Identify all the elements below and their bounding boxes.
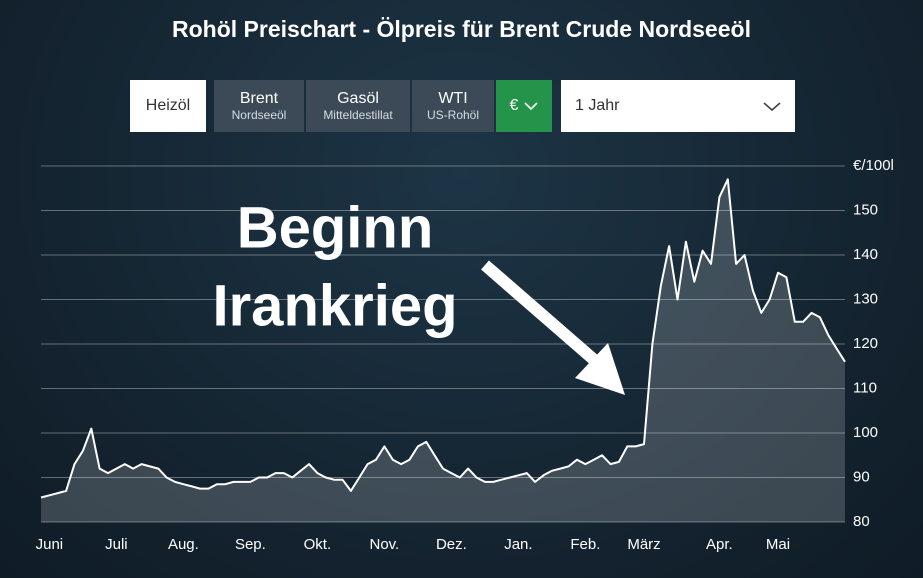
y-tick-label: 110 xyxy=(853,379,877,396)
x-tick-label: Juli xyxy=(105,536,128,553)
x-tick-label: Sep. xyxy=(235,536,266,553)
y-tick-label: 90 xyxy=(853,468,870,485)
x-tick-label: Juni xyxy=(36,536,64,553)
annotation-arrow xyxy=(481,260,625,395)
range-select[interactable]: 1 Jahr xyxy=(561,80,795,132)
area xyxy=(41,179,845,523)
x-tick-label: Nov. xyxy=(370,536,400,553)
line xyxy=(40,178,846,499)
x-tick-label: Dez. xyxy=(436,536,467,553)
tab-label: Heizöl xyxy=(145,97,191,114)
x-tick-label: Feb. xyxy=(570,536,600,553)
tab-label: Gasöl xyxy=(337,90,379,107)
y-tick-label: 80 xyxy=(853,513,870,530)
annotation: Irankrieg xyxy=(213,273,458,338)
y-tick-label: 120 xyxy=(853,335,878,352)
currency-select[interactable]: € xyxy=(496,80,552,132)
tab-heizoel[interactable]: Heizöl xyxy=(130,80,206,132)
tab-sublabel: US-Rohöl xyxy=(426,108,480,122)
tab-brent[interactable]: Brent Nordseeöl xyxy=(214,80,304,132)
page-title: Rohöl Preischart - Ölpreis für Brent Cru… xyxy=(172,16,751,42)
tab-label: Brent xyxy=(239,90,279,107)
y-tick-label: €/100l xyxy=(853,157,894,174)
y-tick-label: 130 xyxy=(853,290,878,307)
x-tick-label: Jan. xyxy=(504,536,532,553)
x-tick-label: Aug. xyxy=(168,536,199,553)
y-tick-label: 140 xyxy=(853,246,878,263)
x-tick-label: Okt. xyxy=(304,536,332,553)
tab-sublabel: Mitteldestillat xyxy=(323,108,393,122)
tab-sublabel: Nordseeöl xyxy=(231,108,287,122)
tab-label: WTI xyxy=(438,90,468,107)
x-tick-label: März xyxy=(627,536,660,553)
y-tick-label: 150 xyxy=(853,201,878,218)
y-tick-label: 100 xyxy=(853,424,878,441)
annotation: Beginn xyxy=(237,195,434,260)
range-label: 1 Jahr xyxy=(575,97,620,114)
currency-label: € xyxy=(509,97,519,114)
x-tick-label: Mai xyxy=(766,536,790,553)
chevron xyxy=(524,102,539,111)
tab-gasoel[interactable]: Gasöl Mitteldestillat xyxy=(306,80,410,132)
chevron xyxy=(763,101,781,111)
x-tick-label: Apr. xyxy=(706,536,733,553)
tab-wti[interactable]: WTI US-Rohöl xyxy=(412,80,494,132)
